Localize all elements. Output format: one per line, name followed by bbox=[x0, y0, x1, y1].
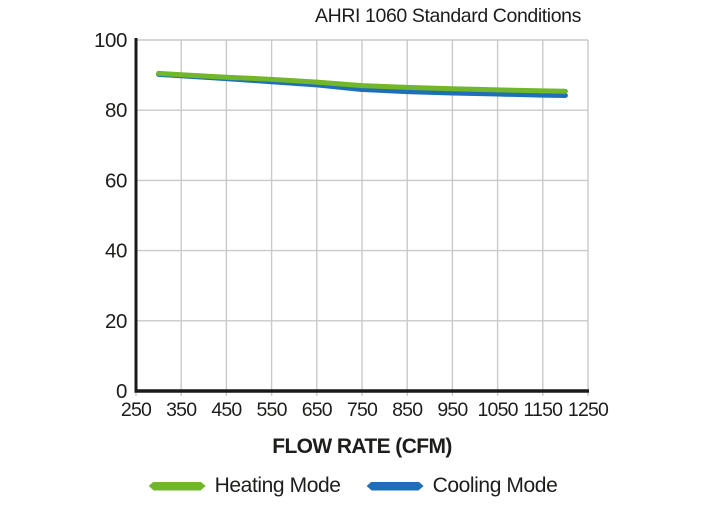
x-tick-label: 1150 bbox=[523, 399, 563, 421]
x-tick-label: 350 bbox=[166, 399, 197, 421]
x-tick-label: 1050 bbox=[478, 399, 519, 421]
x-tick-label: 1250 bbox=[568, 399, 609, 421]
series-line-heating-mode bbox=[156, 70, 568, 94]
x-tick-label: 750 bbox=[347, 399, 378, 421]
x-tick-label: 850 bbox=[392, 399, 423, 421]
x-tick-label: 950 bbox=[437, 399, 468, 421]
heating-line-marker bbox=[148, 481, 206, 491]
legend: Heating Mode Cooling Mode bbox=[0, 474, 706, 498]
y-tick-label: 20 bbox=[105, 310, 127, 333]
legend-item-cooling: Cooling Mode bbox=[366, 474, 558, 498]
y-tick-label: 80 bbox=[105, 99, 127, 122]
y-tick-label: 0 bbox=[116, 380, 127, 403]
cooling-line-marker bbox=[366, 481, 424, 491]
chart-title: AHRI 1060 Standard Conditions bbox=[315, 5, 581, 27]
legend-label-cooling: Cooling Mode bbox=[432, 474, 558, 497]
y-tick-label: 40 bbox=[105, 240, 127, 263]
x-tick-label: 450 bbox=[211, 399, 242, 421]
plot-area: 0 20 40 60 80 100 250 350 450 550 650 750 850 950 1050… bbox=[94, 29, 610, 421]
x-tick-label: 250 bbox=[121, 399, 152, 421]
x-tick-label: 550 bbox=[257, 399, 288, 421]
legend-label-heating: Heating Mode bbox=[214, 474, 341, 497]
x-axis-title: FLOW RATE (CFM) bbox=[272, 435, 452, 458]
y-tick-label: 60 bbox=[105, 169, 127, 192]
y-tick-label: 100 bbox=[94, 29, 127, 52]
legend-item-heating: Heating Mode bbox=[148, 474, 341, 498]
x-tick-label: 650 bbox=[302, 399, 333, 421]
